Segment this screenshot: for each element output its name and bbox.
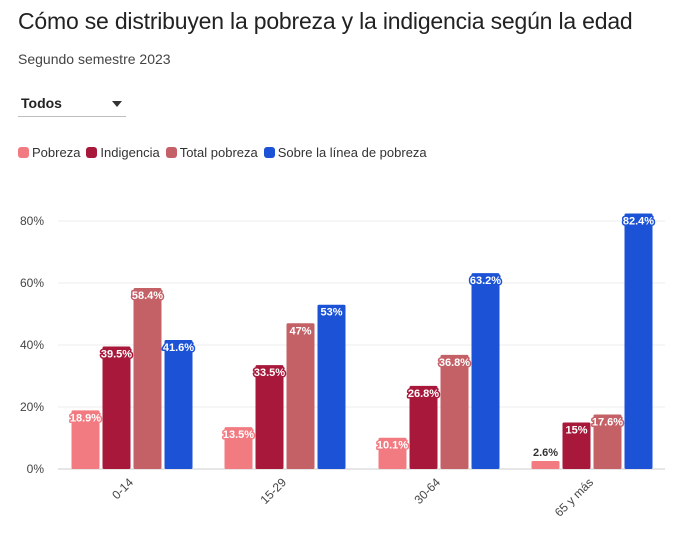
bar[interactable]	[71, 410, 100, 469]
bar-value-label: 41.6%	[163, 342, 194, 354]
bar-value-label: 58.4%	[132, 290, 163, 302]
y-tick-label: 80%	[20, 214, 44, 228]
bar[interactable]	[164, 340, 193, 469]
bar[interactable]	[471, 273, 500, 469]
bar[interactable]	[531, 460, 560, 469]
bar-value-label: 2.6%	[533, 447, 558, 459]
legend-swatch-total-pobreza	[165, 147, 177, 158]
dropdown-selected-value: Todos	[21, 95, 62, 111]
x-category-label: 30-64	[412, 475, 444, 507]
bar-value-label: 36.8%	[439, 357, 470, 369]
bar-value-label: 15%	[565, 425, 587, 437]
bar[interactable]	[440, 354, 469, 469]
chart-legend: Pobreza Indigencia Total pobreza Sobre l…	[18, 145, 433, 160]
legend-item-total-pobreza[interactable]: Total pobreza	[165, 145, 258, 160]
bar[interactable]	[255, 365, 284, 469]
legend-swatch-indigencia	[86, 147, 98, 158]
bar[interactable]	[562, 422, 591, 470]
legend-swatch-sobre-linea	[263, 147, 275, 158]
bar[interactable]	[102, 346, 131, 469]
chevron-down-icon[interactable]	[112, 101, 122, 107]
x-category-label: 15-29	[258, 475, 290, 507]
legend-label-total-pobreza: Total pobreza	[179, 145, 258, 160]
bar-value-label: 39.5%	[101, 349, 132, 361]
bar[interactable]	[593, 414, 622, 469]
bar-value-label: 26.8%	[408, 388, 439, 400]
bar[interactable]	[286, 323, 315, 469]
legend-label-indigencia: Indigencia	[100, 145, 160, 160]
bar-value-label: 53%	[320, 307, 342, 319]
legend-swatch-pobreza	[18, 147, 29, 158]
y-tick-label: 60%	[20, 276, 44, 290]
x-category-label: 0-14	[109, 475, 136, 502]
bar-chart: 0% 20% 40% 60% 80% 18.9% 39.5% 58.4% 41.6% 0-14 13…	[20, 213, 665, 520]
bar[interactable]	[409, 385, 438, 469]
age-filter-dropdown[interactable]: Todos	[18, 92, 126, 117]
legend-item-sobre-linea[interactable]: Sobre la línea de pobreza	[263, 145, 427, 160]
legend-label-pobreza: Pobreza	[32, 145, 81, 160]
bar[interactable]	[624, 213, 653, 469]
bar-value-label: 13.5%	[223, 429, 254, 441]
y-tick-label: 0%	[27, 462, 45, 476]
y-tick-label: 20%	[20, 400, 44, 414]
x-category-label: 65 y más	[552, 475, 596, 519]
legend-label-sobre-linea: Sobre la línea de pobreza	[277, 145, 427, 160]
bar-value-label: 82.4%	[623, 216, 654, 228]
bar-value-label: 17.6%	[592, 416, 623, 428]
legend-item-indigencia[interactable]: Indigencia	[86, 145, 160, 160]
bar-value-label: 47%	[289, 325, 311, 337]
legend-item-pobreza[interactable]: Pobreza	[18, 145, 80, 160]
chart-title: Cómo se distribuyen la pobreza y la indi…	[18, 8, 633, 34]
bar[interactable]	[133, 287, 162, 469]
bar[interactable]	[378, 437, 407, 469]
chart-subtitle: Segundo semestre 2023	[18, 51, 171, 67]
bar[interactable]	[224, 427, 253, 469]
bar-value-label: 18.9%	[70, 412, 101, 424]
bar-value-label: 10.1%	[377, 440, 408, 452]
bar[interactable]	[317, 304, 346, 469]
y-tick-label: 40%	[20, 338, 44, 352]
bar-value-label: 63.2%	[470, 275, 501, 287]
bar-value-label: 33.5%	[254, 367, 285, 379]
